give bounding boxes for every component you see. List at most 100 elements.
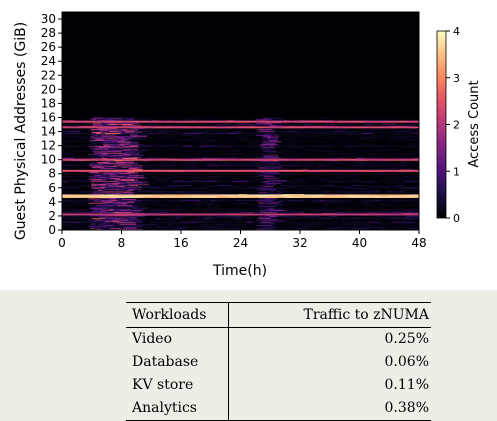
- heat-cell: [336, 191, 353, 193]
- heat-cell: [191, 168, 205, 170]
- heat-cell: [288, 153, 298, 155]
- heat-cell: [248, 152, 258, 154]
- heat-cell: [406, 147, 416, 149]
- heat-cell: [181, 160, 199, 162]
- heat-cell: [83, 125, 96, 127]
- heat-cell: [311, 123, 319, 125]
- heat-cell: [225, 126, 237, 128]
- heat-cell: [386, 191, 405, 193]
- heat-cell: [269, 225, 286, 227]
- heat-cell: [374, 177, 387, 179]
- heat-cell: [338, 121, 350, 122]
- heat-cell: [253, 191, 272, 193]
- heat-cell: [365, 157, 372, 159]
- heat-cell: [101, 178, 117, 180]
- heat-cell: [414, 211, 420, 213]
- heat-cell: [228, 131, 243, 133]
- heat-cell: [101, 209, 113, 211]
- heat-cell: [325, 227, 335, 229]
- heat-cell: [273, 132, 287, 134]
- heat-cell: [114, 143, 119, 145]
- heat-cell: [164, 194, 176, 196]
- heat-cell: [62, 195, 67, 197]
- heat-cell: [120, 152, 128, 154]
- heat-cell: [129, 138, 147, 140]
- heat-cell: [164, 132, 179, 134]
- heat-cell: [135, 117, 148, 119]
- heat-cell: [106, 141, 114, 143]
- heat-cell: [124, 119, 140, 121]
- heat-cell: [172, 163, 188, 165]
- heat-cell: [85, 168, 97, 170]
- heat-cell: [239, 123, 257, 125]
- heat-cell: [206, 177, 218, 179]
- heat-cell: [120, 132, 134, 134]
- heat-cell: [102, 189, 116, 191]
- heat-cell: [87, 224, 99, 226]
- heat-cell: [299, 208, 318, 210]
- heat-cell: [338, 179, 351, 181]
- heat-cell: [210, 170, 217, 172]
- heat-cell: [230, 168, 247, 170]
- heat-cell: [175, 215, 187, 217]
- heat-cell: [279, 206, 296, 208]
- heat-cell: [213, 194, 222, 196]
- heat-cell: [191, 220, 203, 222]
- heat-cell: [343, 194, 358, 196]
- heat-cell: [288, 227, 293, 229]
- heat-cell: [93, 213, 103, 215]
- colorbar-tick-label: 0: [453, 212, 460, 225]
- heat-cell: [122, 225, 135, 227]
- heat-cell: [158, 119, 174, 121]
- heat-cell: [321, 179, 330, 181]
- heat-cell: [103, 138, 122, 140]
- heat-cell: [129, 180, 143, 182]
- heat-cell: [379, 221, 392, 223]
- heat-cell: [167, 199, 178, 201]
- heat-cell: [211, 224, 225, 226]
- heat-cell: [62, 175, 71, 177]
- heat-cell: [163, 194, 178, 196]
- heat-cell: [254, 218, 263, 220]
- heat-cell: [182, 119, 198, 121]
- heat-cell: [170, 187, 180, 189]
- heat-cell: [236, 121, 249, 123]
- heat-cell: [292, 194, 311, 196]
- heat-cell: [338, 170, 347, 172]
- heat-cell: [256, 194, 275, 196]
- heat-cell: [260, 144, 279, 146]
- heat-cell: [213, 139, 220, 141]
- heat-cell: [261, 186, 274, 188]
- heat-cell: [103, 149, 114, 151]
- heat-cell: [393, 147, 407, 149]
- heat-cell: [187, 211, 195, 213]
- heat-cell: [284, 187, 302, 189]
- heat-cell: [232, 136, 247, 138]
- heat-cell: [399, 119, 414, 121]
- heat-cell: [252, 184, 259, 186]
- heat-cell: [164, 157, 174, 159]
- heat-cell: [392, 132, 412, 134]
- heat-cell: [203, 154, 215, 156]
- heat-cell: [226, 212, 238, 214]
- heat-cell: [397, 221, 416, 223]
- heat-cell: [62, 125, 77, 127]
- heat-cell: [227, 227, 238, 229]
- heat-cell: [222, 137, 229, 139]
- heat-cell: [235, 137, 253, 139]
- heat-cell: [369, 196, 375, 198]
- heat-cell: [295, 161, 311, 163]
- heat-cell: [264, 175, 275, 177]
- heat-cell: [161, 139, 179, 141]
- heat-cell: [398, 163, 404, 165]
- heat-cell: [228, 203, 235, 205]
- heat-cell: [102, 153, 108, 155]
- x-tick-label: 16: [173, 236, 188, 250]
- heat-cell: [263, 156, 280, 158]
- heat-cell: [126, 195, 136, 197]
- heat-cell: [369, 217, 375, 219]
- heat-cell: [303, 179, 322, 181]
- heat-cell: [159, 123, 168, 125]
- heat-cell: [241, 128, 258, 130]
- heat-cell: [260, 189, 277, 191]
